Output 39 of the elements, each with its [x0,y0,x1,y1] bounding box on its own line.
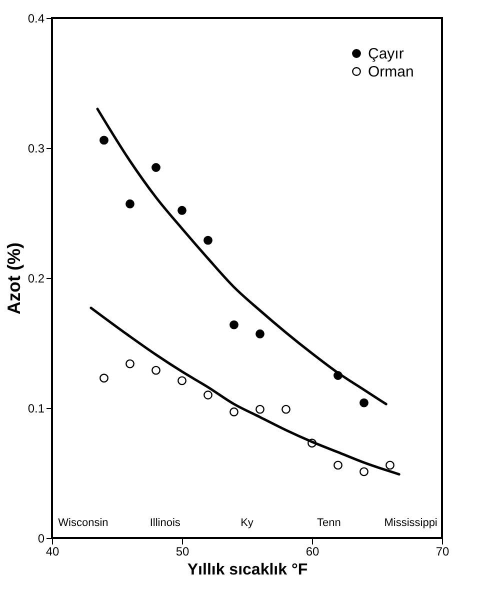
point [334,460,342,470]
point [256,329,264,338]
point [282,404,290,414]
y-tick-label: 0.2 [28,272,45,286]
x-tick-label: 50 [176,544,190,558]
point [204,236,212,245]
point [178,376,186,386]
point [126,359,134,368]
point [126,199,134,208]
point [360,398,368,408]
legend-label: Çayır [368,46,404,62]
annotation: Tenn [316,517,341,529]
point [100,374,108,383]
point [230,407,238,416]
annotation: Wisconsin [58,517,108,529]
x-tick-label: 60 [306,544,320,558]
point [256,404,264,414]
annotation: Ky [240,517,254,529]
y-tick-label: 0.3 [28,142,45,156]
point [204,390,212,400]
legend-label: Orman [368,64,414,80]
annotation: Illinois [150,517,181,529]
y-tick-label: 0.1 [28,402,45,416]
y-axis-title: Azot (%) [4,242,24,314]
x-tick-label: 70 [436,544,450,558]
annotation: Mississippi [384,517,438,529]
point [100,136,108,145]
point [178,206,186,215]
line-series [90,306,400,476]
y-tick-label: 0.4 [28,12,45,26]
x-tick-label: 40 [46,544,60,558]
point [230,320,238,330]
point [386,460,394,470]
point [152,163,160,172]
y-tick-label: 0 [38,532,45,546]
point [152,366,160,375]
point [360,467,368,476]
x-axis-title: Yıllık sıcaklık °F [187,562,308,578]
line-series [96,108,388,406]
